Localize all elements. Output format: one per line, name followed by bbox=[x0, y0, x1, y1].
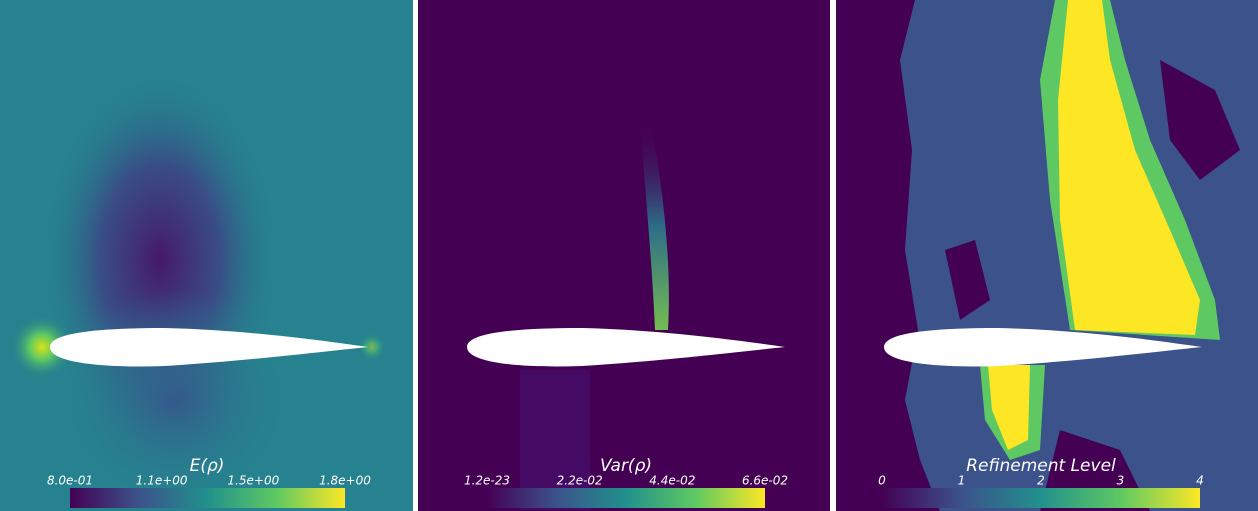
divider bbox=[830, 0, 836, 511]
colorbar-title: E(ρ) bbox=[190, 456, 225, 476]
colorbar-tick-label: 1.1e+00 bbox=[136, 474, 188, 488]
colorbar-tick-label: 4.4e-02 bbox=[649, 474, 695, 488]
colorbar-title: Var(ρ) bbox=[600, 456, 652, 476]
colorbar-tick-label: 6.6e-02 bbox=[742, 474, 788, 488]
panel-mean bbox=[0, 0, 413, 511]
colorbar-tick-label: 4 bbox=[1196, 474, 1204, 488]
colorbar-tick-label: 8.0e-01 bbox=[47, 474, 93, 488]
panel-variance bbox=[418, 0, 830, 511]
panel-refinement bbox=[836, 0, 1258, 511]
colorbar-tick-label: 1.2e-23 bbox=[464, 474, 510, 488]
colorbar-tick-label: 1 bbox=[958, 474, 966, 488]
colorbar-tick-label: 2.2e-02 bbox=[557, 474, 603, 488]
colorbar-tick-label: 1.8e+00 bbox=[319, 474, 371, 488]
colorbar-title: Refinement Level bbox=[966, 456, 1116, 476]
colorbar-tick-label: 3 bbox=[1117, 474, 1125, 488]
colorbar-tick-label: 1.5e+00 bbox=[227, 474, 279, 488]
divider bbox=[413, 0, 418, 511]
colorbar-tick-label: 2 bbox=[1037, 474, 1045, 488]
colorbar-tick-label: 0 bbox=[878, 474, 886, 488]
